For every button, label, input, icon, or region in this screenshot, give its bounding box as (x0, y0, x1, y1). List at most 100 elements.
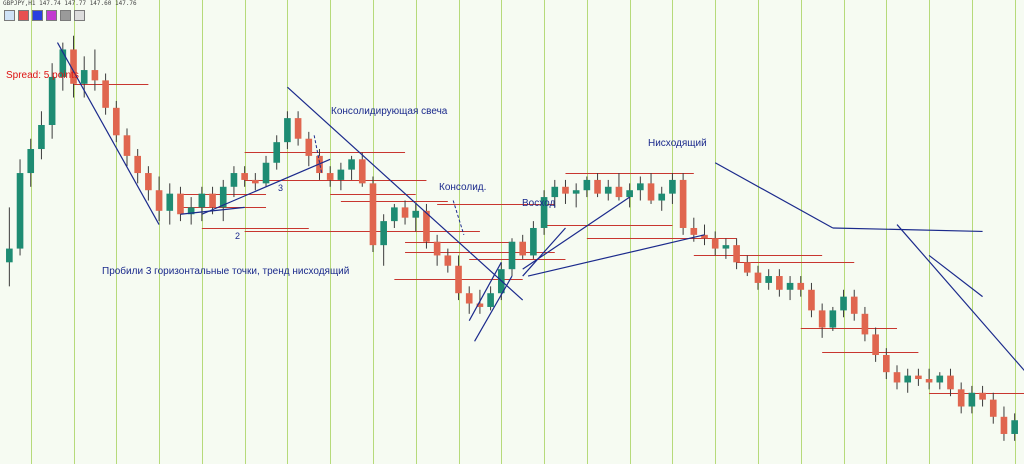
candle-body (252, 179, 259, 184)
toolbar-color-button[interactable] (32, 10, 43, 21)
trendline (201, 158, 331, 215)
candle-body (391, 207, 398, 222)
candle-body (198, 193, 206, 208)
candle-body (476, 303, 484, 307)
candle-body (658, 193, 666, 201)
toolbar-color-button[interactable] (18, 10, 29, 21)
candle-body (444, 255, 452, 266)
candle-body (305, 138, 313, 156)
candle-body (348, 159, 355, 170)
candle-body (572, 190, 580, 194)
candle-body (915, 375, 922, 380)
trendline (832, 227, 983, 233)
candle-body (540, 197, 548, 228)
toolbar-color-button[interactable] (60, 10, 71, 21)
candle-body (112, 107, 120, 136)
candle-body (872, 334, 879, 356)
candle-body (765, 276, 772, 283)
candle-body (861, 313, 869, 335)
candle-body (1011, 420, 1018, 434)
candle-body (487, 293, 494, 307)
trendline (180, 206, 245, 215)
dashed-pointer (452, 200, 465, 235)
candle-body (1000, 416, 1008, 434)
trendline (56, 42, 160, 225)
trendline (287, 86, 524, 301)
candle-body (123, 135, 131, 156)
candle-body (380, 221, 387, 246)
candle-body (294, 118, 302, 139)
candle-body (594, 179, 601, 194)
trendline (928, 254, 983, 298)
candle-body (530, 227, 537, 256)
candle-body (979, 392, 986, 400)
candle-body (904, 375, 912, 383)
candle-body (968, 392, 976, 407)
candle-body (679, 179, 687, 228)
candle-body (733, 245, 740, 263)
annotation-point-2: 2 (235, 231, 241, 241)
candle-body (925, 379, 933, 383)
candle-body (177, 193, 184, 215)
candle-body (722, 245, 730, 249)
candle-body (669, 179, 676, 194)
toolbar-color-button[interactable] (46, 10, 57, 21)
annotation-point-3: 3 (278, 183, 284, 193)
vertical-grid (31, 0, 1016, 464)
trendline (714, 162, 834, 229)
candle-body (145, 173, 152, 191)
annotation-descending: Нисходящий (648, 138, 707, 149)
candle-body (797, 282, 805, 290)
candle-body (957, 389, 965, 407)
candle-body (38, 124, 45, 150)
trendline (522, 196, 630, 270)
annotation-rise: Восход (522, 198, 556, 209)
candle-body (893, 372, 901, 383)
candle-body (551, 186, 559, 198)
candle-body (59, 49, 67, 77)
candle-body (401, 207, 409, 218)
candle-body (808, 289, 815, 311)
symbol-header: GBPJPY,H1 147.74 147.77 147.60 147.76 (3, 0, 137, 7)
candle-body (989, 399, 997, 417)
candle-body (48, 76, 56, 125)
candle-body (829, 310, 837, 328)
horizontal-levels (73, 84, 1024, 394)
candle-body (262, 162, 270, 184)
candle-body (326, 173, 334, 180)
trendline (474, 275, 513, 342)
candle-body (465, 293, 473, 304)
candle-body (743, 262, 751, 273)
candle-body (936, 375, 944, 383)
candle-body (786, 282, 794, 290)
candle-body (776, 276, 783, 290)
color-toolbar (4, 10, 85, 21)
candle-body (219, 186, 227, 208)
candle-body (455, 265, 462, 294)
candle-body (754, 272, 762, 283)
candle-body (284, 118, 291, 143)
candle-body (187, 207, 195, 215)
toolbar-color-button[interactable] (74, 10, 85, 21)
candle-body (637, 183, 644, 191)
candle-body (947, 375, 954, 390)
candle-body (155, 190, 163, 211)
candle-body (16, 173, 24, 249)
candle-body (818, 310, 826, 328)
toolbar-color-button[interactable] (4, 10, 15, 21)
candle-body (850, 296, 858, 314)
candle-body (711, 238, 719, 249)
spread-label: Spread: 5 points (6, 70, 79, 81)
candle-body (626, 190, 633, 198)
candle-body (80, 70, 88, 84)
candle-body (91, 70, 99, 81)
annotation-broke-three-points: Пробили 3 горизонтальные точки, тренд ни… (102, 266, 350, 277)
candle-body (423, 210, 430, 242)
candle-body (209, 193, 216, 208)
candle-body (701, 234, 708, 239)
candle-body (519, 241, 527, 256)
candle-body (230, 173, 238, 187)
candle-body (70, 49, 77, 84)
candle-body (604, 186, 612, 194)
